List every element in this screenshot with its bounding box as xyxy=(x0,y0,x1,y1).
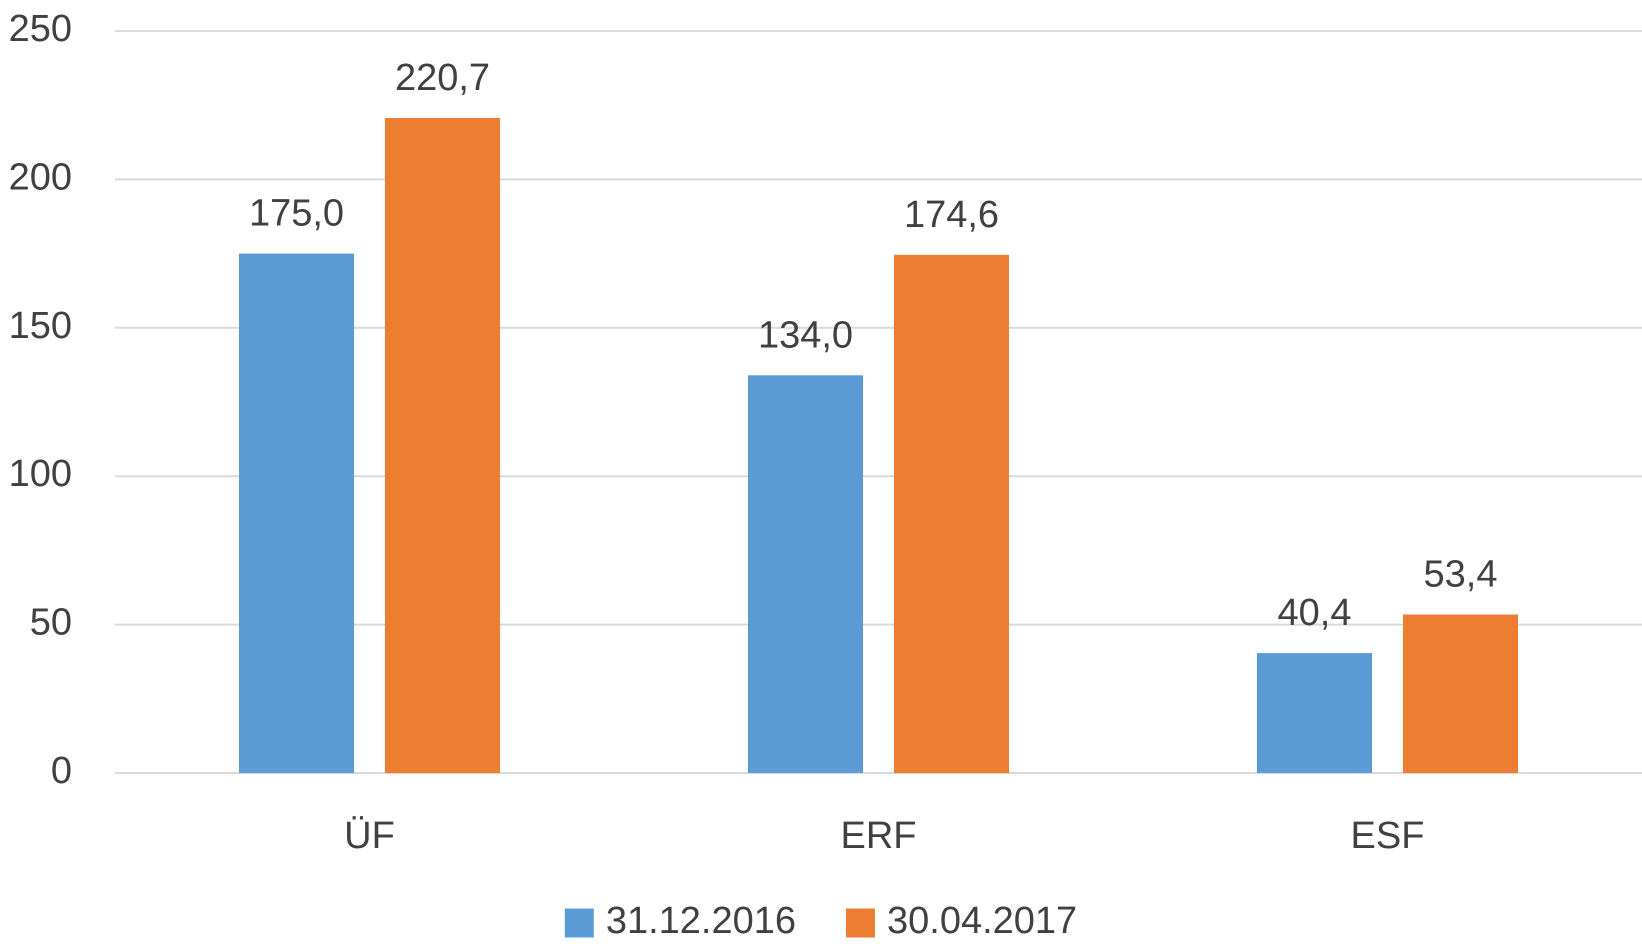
y-tick-label: 200 xyxy=(9,156,72,198)
y-tick-label: 250 xyxy=(9,8,72,50)
data-label: 134,0 xyxy=(758,314,853,356)
legend-swatch xyxy=(564,908,594,938)
bar xyxy=(1403,614,1518,773)
bar xyxy=(894,254,1009,773)
y-tick-label: 0 xyxy=(51,750,72,792)
legend-swatch xyxy=(846,908,875,938)
bar xyxy=(748,375,863,773)
data-label: 220,7 xyxy=(395,57,490,99)
legend-label: 31.12.2016 xyxy=(606,900,796,942)
bar xyxy=(385,117,500,773)
x-tick-label: ÜF xyxy=(344,815,395,857)
data-label: 175,0 xyxy=(249,193,344,235)
y-tick-label: 100 xyxy=(9,453,72,495)
data-label: 40,4 xyxy=(1278,592,1352,634)
x-tick-label: ERF xyxy=(841,815,917,857)
y-tick-label: 50 xyxy=(30,602,72,644)
legend-label: 30.04.2017 xyxy=(887,900,1077,942)
y-tick-label: 150 xyxy=(9,305,72,347)
data-label: 53,4 xyxy=(1424,554,1498,596)
x-tick-label: ESF xyxy=(1351,815,1425,857)
bar xyxy=(1257,653,1372,773)
bar xyxy=(239,253,354,774)
data-label: 174,6 xyxy=(904,194,999,236)
